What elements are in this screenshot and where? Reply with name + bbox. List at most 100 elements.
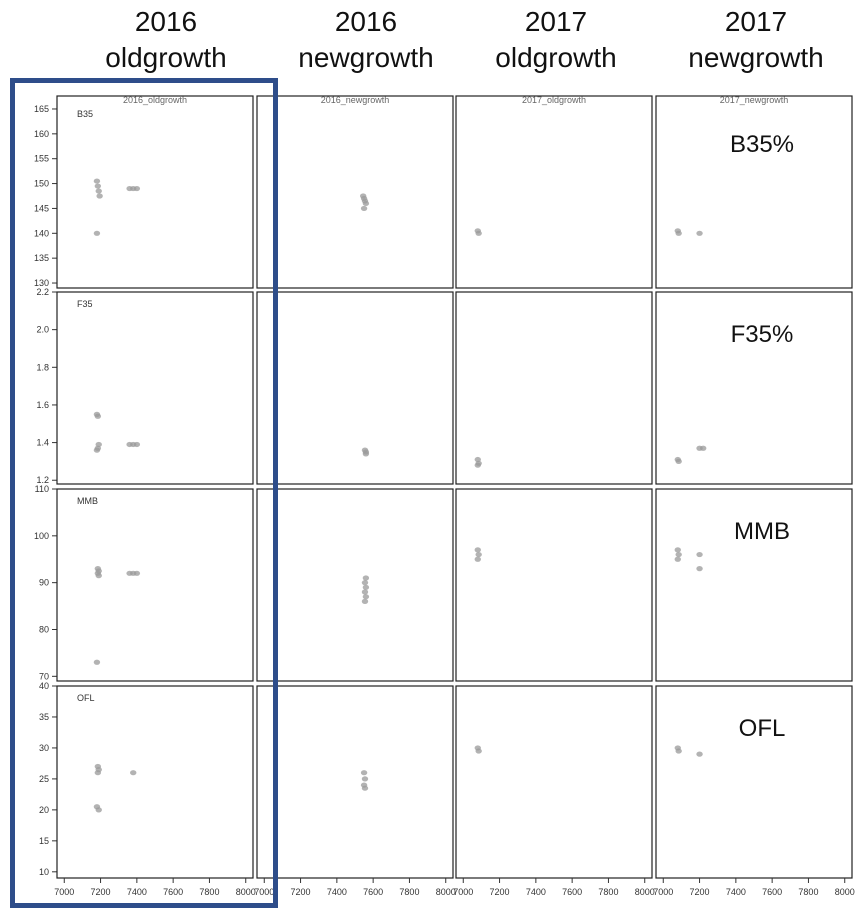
x-tick-label: 7600 bbox=[762, 887, 782, 897]
data-point bbox=[93, 178, 101, 184]
row-outer-label: B35% bbox=[730, 131, 794, 158]
col-header-group: oldgrowth bbox=[105, 42, 227, 73]
y-tick-label: 35 bbox=[39, 712, 49, 722]
x-tick-label: 7000 bbox=[453, 887, 473, 897]
y-tick-label: 165 bbox=[34, 104, 49, 114]
panel-frame bbox=[655, 291, 853, 485]
y-tick-label: 135 bbox=[34, 253, 49, 263]
row-outer-label: F35% bbox=[731, 321, 794, 348]
col-header-2017-oldgrowth: 2017 oldgrowth bbox=[456, 4, 656, 76]
col-header-2016-newgrowth: 2016 newgrowth bbox=[266, 4, 466, 76]
data-point bbox=[361, 580, 369, 586]
data-point bbox=[94, 770, 102, 776]
y-tick-label: 15 bbox=[39, 836, 49, 846]
x-tick-label: 7800 bbox=[199, 887, 219, 897]
data-point bbox=[362, 584, 370, 590]
data-point bbox=[94, 183, 102, 189]
row-outer-label: MMB bbox=[734, 518, 790, 545]
y-tick-label: 100 bbox=[34, 531, 49, 541]
col-header-year: 2017 bbox=[724, 6, 788, 37]
data-point bbox=[96, 193, 103, 199]
panel-frame bbox=[455, 685, 653, 879]
x-tick-label: 8000 bbox=[236, 887, 256, 897]
data-point bbox=[474, 556, 481, 562]
x-tick-label: 7200 bbox=[690, 887, 710, 897]
y-tick-label: 20 bbox=[39, 805, 49, 815]
x-tick-label: 7600 bbox=[562, 887, 582, 897]
y-tick-label: 155 bbox=[34, 154, 49, 164]
y-tick-label: 10 bbox=[39, 867, 49, 877]
data-point bbox=[133, 185, 141, 192]
x-tick-label: 7800 bbox=[598, 887, 618, 897]
col-header-2016-oldgrowth: 2016 oldgrowth bbox=[66, 4, 266, 76]
data-point bbox=[475, 748, 482, 754]
row-inner-label: MMB bbox=[77, 496, 98, 506]
panel-frame bbox=[655, 685, 853, 879]
y-tick-label: 150 bbox=[34, 179, 49, 189]
data-point bbox=[696, 230, 703, 236]
panel-frame bbox=[256, 95, 454, 289]
x-tick-label: 7600 bbox=[363, 887, 383, 897]
data-point bbox=[361, 785, 369, 791]
data-point bbox=[95, 188, 102, 194]
panel-frame bbox=[455, 291, 653, 485]
data-point bbox=[95, 573, 102, 579]
data-point bbox=[360, 205, 368, 212]
data-point bbox=[475, 551, 482, 558]
y-tick-label: 2.0 bbox=[36, 325, 49, 335]
col-header-group: oldgrowth bbox=[495, 42, 617, 73]
data-point bbox=[362, 575, 370, 581]
x-tick-label: 7000 bbox=[254, 887, 274, 897]
data-point bbox=[360, 770, 368, 776]
x-tick-label: 7800 bbox=[798, 887, 818, 897]
x-tick-label: 7400 bbox=[327, 887, 347, 897]
data-point bbox=[130, 770, 137, 776]
col-header-year: 2016 bbox=[334, 6, 398, 37]
panel-strip-label: 2017_newgrowth bbox=[720, 95, 789, 105]
panel-frame bbox=[655, 95, 853, 289]
data-point bbox=[674, 547, 681, 553]
x-tick-label: 7400 bbox=[726, 887, 746, 897]
data-point bbox=[475, 230, 482, 236]
x-tick-label: 8000 bbox=[436, 887, 456, 897]
row-inner-label: B35 bbox=[77, 109, 93, 119]
x-tick-label: 7600 bbox=[163, 887, 183, 897]
x-tick-label: 7400 bbox=[526, 887, 546, 897]
y-tick-label: 2.2 bbox=[36, 287, 49, 297]
x-tick-label: 8000 bbox=[635, 887, 655, 897]
data-point bbox=[362, 594, 370, 600]
panel-frame bbox=[655, 488, 853, 682]
x-tick-label: 7200 bbox=[291, 887, 311, 897]
data-point bbox=[674, 556, 681, 562]
y-tick-label: 40 bbox=[39, 681, 49, 691]
panel-frame bbox=[256, 488, 454, 682]
data-point bbox=[361, 598, 369, 604]
col-header-group: newgrowth bbox=[298, 42, 434, 73]
y-tick-label: 30 bbox=[39, 743, 49, 753]
data-point bbox=[362, 451, 370, 457]
y-tick-label: 130 bbox=[34, 278, 49, 288]
y-tick-label: 90 bbox=[39, 578, 49, 588]
x-tick-label: 7400 bbox=[127, 887, 147, 897]
data-point bbox=[675, 458, 682, 465]
data-point bbox=[361, 589, 369, 595]
col-header-year: 2016 bbox=[134, 6, 198, 37]
panel-frame bbox=[256, 291, 454, 485]
y-tick-label: 1.6 bbox=[36, 400, 49, 410]
data-point bbox=[361, 776, 369, 782]
x-tick-label: 7000 bbox=[653, 887, 673, 897]
x-tick-label: 7800 bbox=[399, 887, 419, 897]
data-point bbox=[362, 200, 370, 207]
x-tick-label: 8000 bbox=[835, 887, 855, 897]
data-point bbox=[696, 551, 703, 558]
y-tick-label: 70 bbox=[39, 671, 49, 681]
col-header-group: newgrowth bbox=[688, 42, 824, 73]
data-point bbox=[133, 441, 141, 448]
panel-frame bbox=[56, 488, 254, 682]
panel-frame bbox=[455, 95, 653, 289]
y-tick-label: 140 bbox=[34, 228, 49, 238]
data-point bbox=[675, 748, 682, 754]
data-point bbox=[93, 659, 101, 665]
panel-strip-label: 2016_oldgrowth bbox=[123, 95, 187, 105]
col-header-2017-newgrowth: 2017 newgrowth bbox=[656, 4, 856, 76]
